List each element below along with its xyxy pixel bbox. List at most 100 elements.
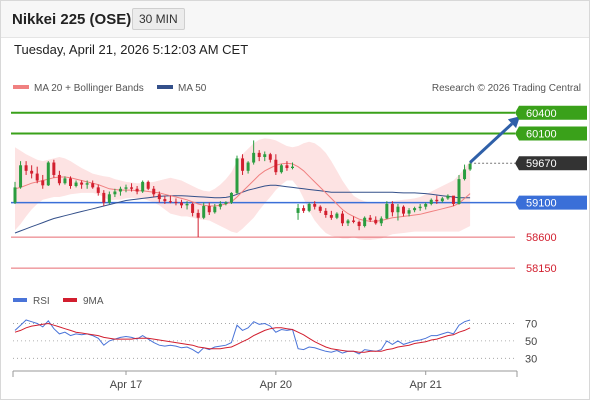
candle [357, 220, 361, 231]
candle [374, 216, 378, 225]
candle [24, 161, 28, 175]
svg-text:60100: 60100 [526, 129, 557, 141]
candle [451, 195, 455, 207]
candles [13, 140, 472, 238]
candle [285, 161, 289, 171]
candle [302, 205, 306, 213]
candle [407, 208, 411, 217]
candle [396, 203, 400, 221]
candle [13, 181, 17, 204]
candle [146, 180, 150, 191]
candle [30, 165, 34, 179]
candle [352, 216, 356, 224]
rsi-legend: RSI 9MA [13, 296, 104, 307]
candle [335, 212, 339, 220]
candle [174, 198, 178, 206]
legend-swatch-rsi [13, 298, 27, 302]
candle [91, 180, 95, 189]
rsi-tick-50: 50 [525, 336, 537, 348]
legend-ma50: MA 50 [178, 83, 207, 94]
candle [368, 215, 372, 222]
forecast-arrow [469, 116, 521, 164]
forecast-arrow-shaft [469, 122, 513, 164]
price-panel: MA 20 + Bollinger Bands MA 50 Research ©… [11, 83, 587, 275]
candle [69, 176, 72, 189]
candle [102, 190, 106, 207]
level-label-60100: 60100 [515, 126, 587, 141]
candle [118, 186, 122, 196]
timestamp: Tuesday, April 21, 2026 5:12:03 AM CET [14, 42, 249, 57]
candle [41, 174, 45, 189]
candle [468, 161, 472, 171]
candle [207, 202, 211, 215]
candle [257, 150, 261, 162]
candle [241, 154, 245, 175]
candle [80, 180, 84, 189]
level-label-58150: 58150 [526, 263, 557, 275]
candle [418, 203, 422, 211]
candle [63, 176, 67, 185]
candle [57, 170, 61, 186]
attribution: Research © 2026 Trading Central [432, 83, 581, 94]
candle [168, 195, 172, 204]
candle [307, 202, 311, 213]
candle [291, 162, 294, 170]
rsi-ma-line [14, 322, 471, 353]
candle [446, 194, 450, 200]
candle [96, 184, 100, 196]
legend-rsi: RSI [33, 296, 50, 307]
ma20-line [14, 162, 471, 222]
chart-header: Nikkei 225 (OSE) 30 MIN [1, 1, 589, 38]
level-label-60400: 60400 [515, 105, 587, 120]
candle [274, 154, 278, 175]
candle [390, 201, 394, 217]
candle [424, 202, 428, 210]
candle [252, 140, 256, 165]
candle [52, 159, 56, 178]
candle [152, 186, 156, 198]
legend-swatch-9ma [63, 298, 77, 302]
candle [363, 216, 367, 228]
candle [196, 209, 200, 238]
level-labels: 60400 60100 59670 59100 58600 58150 [515, 105, 587, 275]
candle [413, 206, 417, 213]
level-label-59670: 59670 [515, 156, 587, 171]
candle [213, 203, 217, 214]
svg-text:59670: 59670 [526, 158, 557, 170]
candle [268, 152, 272, 163]
svg-text:60400: 60400 [526, 108, 557, 120]
level-lines [11, 111, 515, 269]
candle [346, 219, 350, 227]
candle [113, 188, 117, 198]
svg-text:59100: 59100 [526, 198, 557, 210]
legend-ma20: MA 20 + Bollinger Bands [34, 83, 144, 94]
candle [440, 197, 444, 203]
bollinger-band [15, 138, 471, 240]
candle [246, 161, 250, 174]
candle [157, 191, 161, 203]
candle [202, 202, 206, 220]
candle [46, 161, 50, 186]
level-label-58600: 58600 [526, 232, 557, 244]
x-tick-label: Apr 21 [409, 379, 441, 391]
level-label-59100: 59100 [515, 195, 587, 210]
rsi-tick-30: 30 [525, 353, 537, 365]
candle [329, 210, 333, 220]
timeframe-button[interactable]: 30 MIN [132, 8, 185, 30]
candle [263, 151, 267, 162]
candle [385, 201, 389, 220]
legend-swatch-ma20 [13, 85, 29, 89]
candle [130, 183, 134, 192]
candle [135, 186, 139, 195]
candle [435, 195, 439, 204]
candle [379, 216, 383, 227]
candle [313, 201, 317, 210]
candle [107, 191, 111, 204]
candle [235, 155, 239, 195]
x-tick-label: Apr 17 [110, 379, 142, 391]
candle [224, 201, 228, 206]
candle [429, 198, 433, 206]
candle [324, 208, 328, 218]
